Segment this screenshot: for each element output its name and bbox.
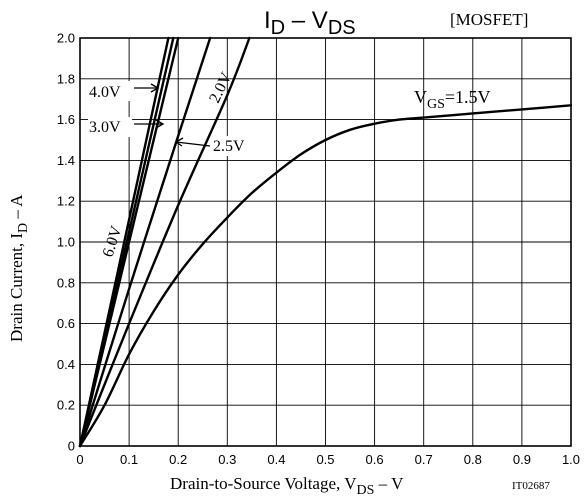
curves: [78, 36, 573, 448]
x-tick-label: 0.3: [218, 452, 236, 467]
y-tick-label: 1.6: [57, 112, 75, 127]
label-vgs-15v: VGS=1.5V: [414, 87, 491, 112]
mosfet-tag: [MOSFET]: [450, 10, 528, 29]
curve-vgs-1-5v: [78, 104, 573, 448]
x-tick-label: 0.2: [169, 452, 187, 467]
x-tick-label: 1.0: [562, 452, 580, 467]
label-bg-4v: [88, 81, 132, 101]
x-tick-label: 0.1: [120, 452, 138, 467]
curve-vgs-2-0v: [78, 36, 251, 448]
arrow-25v: [175, 141, 211, 147]
x-tick-labels: 0 0.1 0.2 0.3 0.4 0.5 0.6 0.7 0.8 0.9 1.0: [76, 452, 580, 467]
x-tick-label: 0.6: [366, 452, 384, 467]
arrow-head-3v: [155, 119, 165, 129]
grid: [80, 38, 571, 446]
y-axis-label: Drain Current, ID – A: [7, 194, 31, 342]
y-tick-label: 1.8: [57, 71, 75, 86]
curve-vgs-3-0v: [78, 36, 180, 448]
x-tick-label: 0: [76, 452, 83, 467]
y-tick-label: 0: [68, 439, 75, 454]
chart-title: ID – VDS: [264, 7, 356, 39]
x-axis-label: Drain-to-Source Voltage, VDS – V: [170, 474, 404, 498]
x-tick-label: 0.8: [464, 452, 482, 467]
y-tick-label: 0.2: [57, 398, 75, 413]
y-tick-label: 0.6: [57, 316, 75, 331]
curve-vgs-2-5v: [78, 36, 212, 448]
arrow-head-4v: [150, 83, 160, 93]
y-tick-label: 1.4: [57, 153, 75, 168]
label-25v: 2.5V: [213, 138, 245, 155]
annotations: 4.0V 3.0V 2.5V 2.0V 6.0V VGS=1.5V: [88, 70, 491, 259]
label-bg-25v: [212, 136, 254, 156]
figure-id: IT02687: [512, 480, 550, 492]
y-tick-label: 1.2: [57, 194, 75, 209]
y-tick-label: 1.0: [57, 235, 75, 250]
y-tick-label: 2.0: [57, 31, 75, 46]
plot-frame: [79, 37, 572, 447]
x-tick-label: 0.5: [316, 452, 334, 467]
x-tick-label: 0.7: [415, 452, 433, 467]
arrow-head-25v: [174, 137, 184, 147]
x-tick-label: 0.4: [267, 452, 285, 467]
label-4v: 4.0V: [89, 84, 121, 101]
label-3v: 3.0V: [89, 119, 121, 136]
label-bg-3v: [88, 117, 132, 137]
y-tick-label: 0.4: [57, 357, 75, 372]
y-tick-labels: 0 0.2 0.4 0.6 0.8 1.0 1.2 1.4 1.6 1.8 2.0: [57, 31, 75, 454]
y-tick-label: 0.8: [57, 275, 75, 290]
x-tick-label: 0.9: [513, 452, 531, 467]
